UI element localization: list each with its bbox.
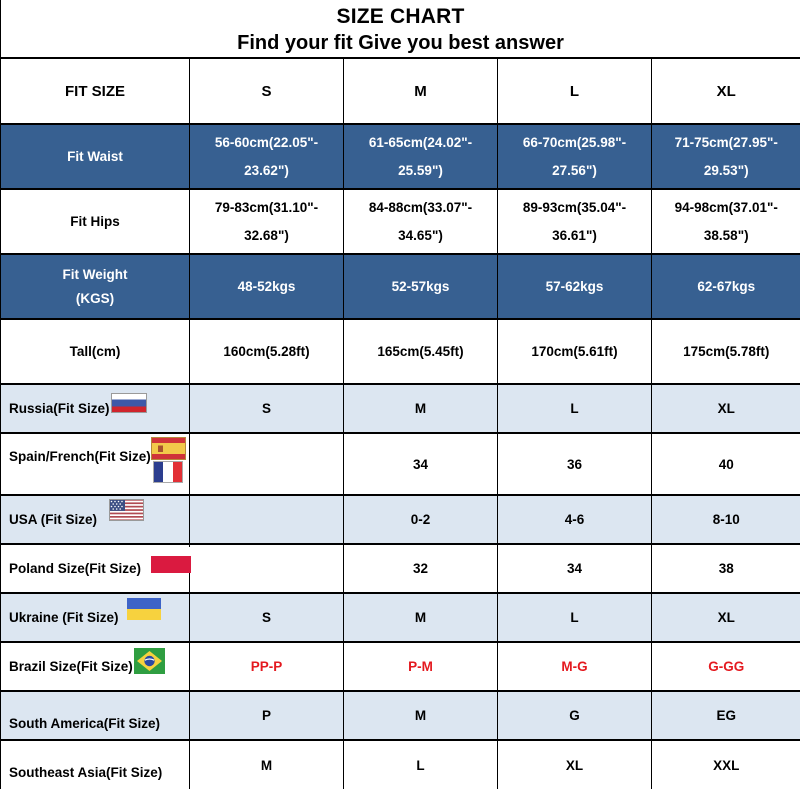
header-s: S (189, 57, 344, 125)
france-flag-icon (153, 461, 183, 483)
value-cell: L (343, 739, 498, 789)
row-label-cell: USA (Fit Size) (0, 494, 190, 545)
brazil-row: Brazil Size(Fit Size) PP-P P-M M-G G-GG (0, 641, 800, 692)
value-cell: 170cm(5.61ft) (497, 318, 652, 385)
value-cell: 175cm(5.78ft) (651, 318, 800, 385)
value-cell: G-GG (651, 641, 800, 692)
row-label-cell: Russia(Fit Size) (0, 383, 190, 434)
value-cell: 165cm(5.45ft) (343, 318, 498, 385)
value-cell (189, 432, 344, 496)
value-cell: 89-93cm(35.04"- 36.61") (497, 188, 652, 255)
row-label: Spain/French(Fit Size) (9, 449, 151, 464)
southeast-asia-row: Southeast Asia(Fit Size) M L XL XXL (0, 739, 800, 789)
value-cell: M-G (497, 641, 652, 692)
ukraine-row: Ukraine (Fit Size) S M L XL (0, 592, 800, 643)
fit-waist-row: Fit Waist 56-60cm(22.05"- 23.62") 61-65c… (0, 123, 800, 190)
value-cell: P (189, 690, 344, 741)
south-america-row: South America(Fit Size) P M G EG (0, 690, 800, 741)
value-cell: 34 (497, 543, 652, 594)
value-cell: P-M (343, 641, 498, 692)
brazil-flag-icon (134, 648, 165, 674)
row-label: Poland Size(Fit Size) (9, 561, 142, 576)
row-label-cell: Ukraine (Fit Size) (0, 592, 190, 643)
size-chart-table: FIT SIZE S M L XL Fit Waist 56-60cm(22.0… (0, 57, 800, 789)
page-subtitle: Find your fit Give you best answer (237, 32, 564, 54)
value-cell: M (343, 690, 498, 741)
value-cell: 56-60cm(22.05"- 23.62") (189, 123, 344, 190)
row-label: South America(Fit Size) (9, 715, 161, 731)
row-label: Brazil Size(Fit Size) (9, 659, 133, 674)
value-cell: EG (651, 690, 800, 741)
row-label: Southeast Asia(Fit Size) (9, 765, 163, 780)
poland-row: Poland Size(Fit Size) 32 34 38 (0, 543, 800, 594)
value-cell: 38 (651, 543, 800, 594)
row-label: USA (Fit Size) (9, 512, 98, 527)
value-cell: M (343, 383, 498, 434)
russia-row: Russia(Fit Size) S M L XL (0, 383, 800, 434)
poland-flag-icon (151, 547, 191, 573)
value-cell: 62-67kgs (651, 253, 800, 320)
value-cell: 4-6 (497, 494, 652, 545)
value-cell: S (189, 383, 344, 434)
value-cell: M (343, 592, 498, 643)
title-block: SIZE CHART Find your fit Give you best a… (0, 0, 800, 57)
value-cell: 34 (343, 432, 498, 496)
row-label: Fit Hips (0, 188, 190, 255)
value-cell: S (189, 592, 344, 643)
value-cell: XXL (651, 739, 800, 789)
value-cell: 8-10 (651, 494, 800, 545)
value-cell: XL (497, 739, 652, 789)
header-xl: XL (651, 57, 800, 125)
value-cell: 84-88cm(33.07"- 34.65") (343, 188, 498, 255)
usa-flag-icon (109, 499, 144, 521)
value-cell: XL (651, 383, 800, 434)
row-label-cell: South America(Fit Size) (0, 690, 190, 741)
value-cell: 36 (497, 432, 652, 496)
value-cell: 61-65cm(24.02"- 25.59") (343, 123, 498, 190)
row-label-cell: Poland Size(Fit Size) (0, 543, 191, 594)
value-cell: 71-75cm(27.95"- 29.53") (651, 123, 800, 190)
value-cell (189, 543, 344, 594)
ukraine-flag-icon (127, 598, 161, 620)
fit-weight-row: Fit Weight (KGS) 48-52kgs 52-57kgs 57-62… (0, 253, 800, 320)
fit-hips-row: Fit Hips 79-83cm(31.10"- 32.68") 84-88cm… (0, 188, 800, 255)
spain-french-row: Spain/French(Fit Size) 34 36 40 (0, 432, 800, 496)
header-fit-size: FIT SIZE (0, 57, 190, 125)
row-label: Russia(Fit Size) (9, 401, 110, 416)
value-cell: 94-98cm(37.01"- 38.58") (651, 188, 800, 255)
value-cell: 40 (651, 432, 800, 496)
spain-flag-icon (151, 437, 186, 460)
tall-row: Tall(cm) 160cm(5.28ft) 165cm(5.45ft) 170… (0, 318, 800, 385)
header-row: FIT SIZE S M L XL (0, 57, 800, 125)
value-cell: 48-52kgs (189, 253, 344, 320)
row-label-cell: Southeast Asia(Fit Size) (0, 739, 190, 789)
value-cell: L (497, 383, 652, 434)
value-cell: 0-2 (343, 494, 498, 545)
value-cell: 79-83cm(31.10"- 32.68") (189, 188, 344, 255)
russia-flag-icon (111, 393, 147, 413)
row-label-cell: Brazil Size(Fit Size) (0, 641, 190, 692)
value-cell: M (189, 739, 344, 789)
usa-row: USA (Fit Size) 0-2 4-6 8-10 (0, 494, 800, 545)
row-label: Tall(cm) (0, 318, 190, 385)
value-cell: 32 (343, 543, 498, 594)
value-cell: 66-70cm(25.98"- 27.56") (497, 123, 652, 190)
value-cell: G (497, 690, 652, 741)
value-cell: PP-P (189, 641, 344, 692)
value-cell: 160cm(5.28ft) (189, 318, 344, 385)
row-label-cell: Spain/French(Fit Size) (0, 432, 190, 496)
value-cell: 52-57kgs (343, 253, 498, 320)
row-label: Fit Weight (KGS) (0, 253, 190, 320)
value-cell: 57-62kgs (497, 253, 652, 320)
page-title: SIZE CHART (336, 5, 465, 28)
row-label: Fit Waist (0, 123, 190, 190)
header-m: M (343, 57, 498, 125)
header-l: L (497, 57, 652, 125)
value-cell (189, 494, 344, 545)
value-cell: L (497, 592, 652, 643)
row-label: Ukraine (Fit Size) (9, 610, 119, 625)
value-cell: XL (651, 592, 800, 643)
